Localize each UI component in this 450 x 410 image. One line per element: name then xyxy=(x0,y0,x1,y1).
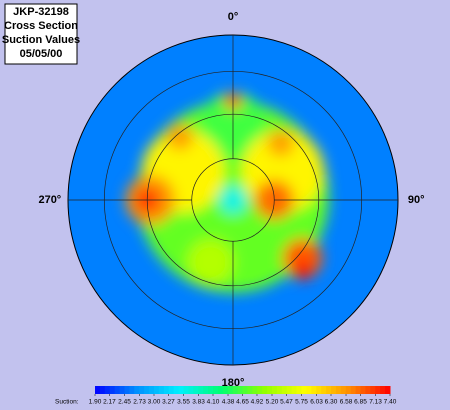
colorbar-cell xyxy=(129,386,135,394)
colorbar-cell xyxy=(95,386,101,394)
colorbar-cell xyxy=(311,386,317,394)
colorbar-cell xyxy=(385,386,391,394)
colorbar-cell xyxy=(193,386,199,394)
colorbar-cell xyxy=(340,386,347,394)
colorbar-tick-label: 6.30 xyxy=(325,399,338,406)
field xyxy=(68,35,398,365)
colorbar-cell xyxy=(375,386,381,394)
colorbar-cell xyxy=(188,386,194,394)
colorbar-cell xyxy=(104,386,111,394)
colorbar-tick-label: 5.75 xyxy=(295,399,308,406)
hotspot xyxy=(267,129,294,157)
colorbar-cell xyxy=(213,386,219,394)
colorbar-cell xyxy=(252,386,258,394)
colorbar-cell xyxy=(203,386,209,394)
colorbar-cell xyxy=(163,386,170,394)
colorbar-cell xyxy=(247,386,253,394)
hotspot xyxy=(187,238,234,286)
colorbar-cell xyxy=(232,386,239,394)
colorbar-cell xyxy=(109,386,116,394)
colorbar-cell xyxy=(321,386,327,394)
hotspot xyxy=(219,186,247,214)
chart-title: Cross Section xyxy=(4,20,78,32)
colorbar-label: Suction: xyxy=(55,399,79,406)
colorbar-tick-label: 3.55 xyxy=(177,399,190,406)
colorbar-tick-label: 2.17 xyxy=(103,399,116,406)
colorbar-cell xyxy=(345,386,352,394)
colorbar-cell xyxy=(222,386,229,394)
colorbar-cell xyxy=(119,386,125,394)
colorbar-cell xyxy=(173,386,180,394)
colorbar-cell xyxy=(355,386,361,394)
colorbar-cell xyxy=(350,386,357,394)
colorbar-tick-label: 6.58 xyxy=(340,399,353,406)
colorbar-cell xyxy=(227,386,234,394)
colorbar-cell xyxy=(144,386,150,394)
chart-title: 05/05/00 xyxy=(20,48,63,60)
colorbar-tick-label: 5.47 xyxy=(280,399,293,406)
colorbar-tick-label: 4.92 xyxy=(251,399,264,406)
colorbar-cell xyxy=(158,386,165,394)
colorbar-tick-label: 7.13 xyxy=(369,399,382,406)
angle-label: 90° xyxy=(408,194,425,206)
colorbar-cell xyxy=(370,386,376,394)
colorbar-tick-label: 2.73 xyxy=(133,399,146,406)
colorbar-cell xyxy=(335,386,342,394)
colorbar-cell xyxy=(291,386,298,394)
colorbar-cell xyxy=(316,386,322,394)
colorbar-cell xyxy=(217,386,224,394)
colorbar-cell xyxy=(134,386,140,394)
colorbar-cell xyxy=(114,386,121,394)
title-box xyxy=(4,3,78,65)
colorbar-cell xyxy=(139,386,145,394)
colorbar-cell xyxy=(365,386,371,394)
colorbar-cell xyxy=(257,386,263,394)
colorbar-cell xyxy=(296,386,302,394)
colorbar-cell xyxy=(306,386,312,394)
colorbar-tick-label: 2.45 xyxy=(118,399,131,406)
colorbar-tick-label: 7.40 xyxy=(384,399,397,406)
colorbar-tick-label: 3.00 xyxy=(148,399,161,406)
colorbar-tick-label: 4.10 xyxy=(207,399,220,406)
hotspot xyxy=(166,123,194,151)
colorbar-cell xyxy=(242,386,248,394)
colorbar-cell xyxy=(267,386,273,394)
overlay: 0°90°180°270° xyxy=(38,11,424,389)
colorbar-cell xyxy=(331,386,337,394)
colorbar-tick-label: 6.85 xyxy=(354,399,367,406)
colorbar-cell xyxy=(178,386,184,394)
colorbar-cell xyxy=(237,386,243,394)
colorbar-cell xyxy=(198,386,204,394)
colorbar-tick-label: 5.20 xyxy=(266,399,279,406)
colorbar-tick-label: 4.38 xyxy=(222,399,235,406)
colorbar-cell xyxy=(168,386,175,394)
colorbar-cell xyxy=(272,386,278,394)
colorbar-cell xyxy=(281,386,288,394)
colorbar-cell xyxy=(154,386,160,394)
chart-title: JKP-32198 xyxy=(13,6,69,18)
chart-title: Suction Values xyxy=(2,34,80,46)
colorbar-cell xyxy=(149,386,155,394)
angle-label: 0° xyxy=(228,11,239,23)
hotspot xyxy=(293,260,313,280)
colorbar-tick-label: 4.65 xyxy=(236,399,249,406)
colorbar-cell xyxy=(326,386,332,394)
colorbar-tick-label: 3.83 xyxy=(192,399,205,406)
colorbar-cell xyxy=(286,386,293,394)
colorbar-cell xyxy=(208,386,214,394)
colorbar-cell xyxy=(276,386,283,394)
colorbar-cell xyxy=(301,386,307,394)
colorbar-cell xyxy=(380,386,386,394)
colorbar-tick-label: 3.27 xyxy=(162,399,175,406)
colorbar-cell xyxy=(262,386,268,394)
colorbar-cell xyxy=(183,386,189,394)
angle-label: 270° xyxy=(38,194,61,206)
colorbar-tick-label: 6.03 xyxy=(310,399,323,406)
colorbar-cell xyxy=(124,386,130,394)
colorbar-tick-label: 1.90 xyxy=(89,399,102,406)
colorbar-cell xyxy=(99,386,106,394)
colorbar-cell xyxy=(360,386,366,394)
